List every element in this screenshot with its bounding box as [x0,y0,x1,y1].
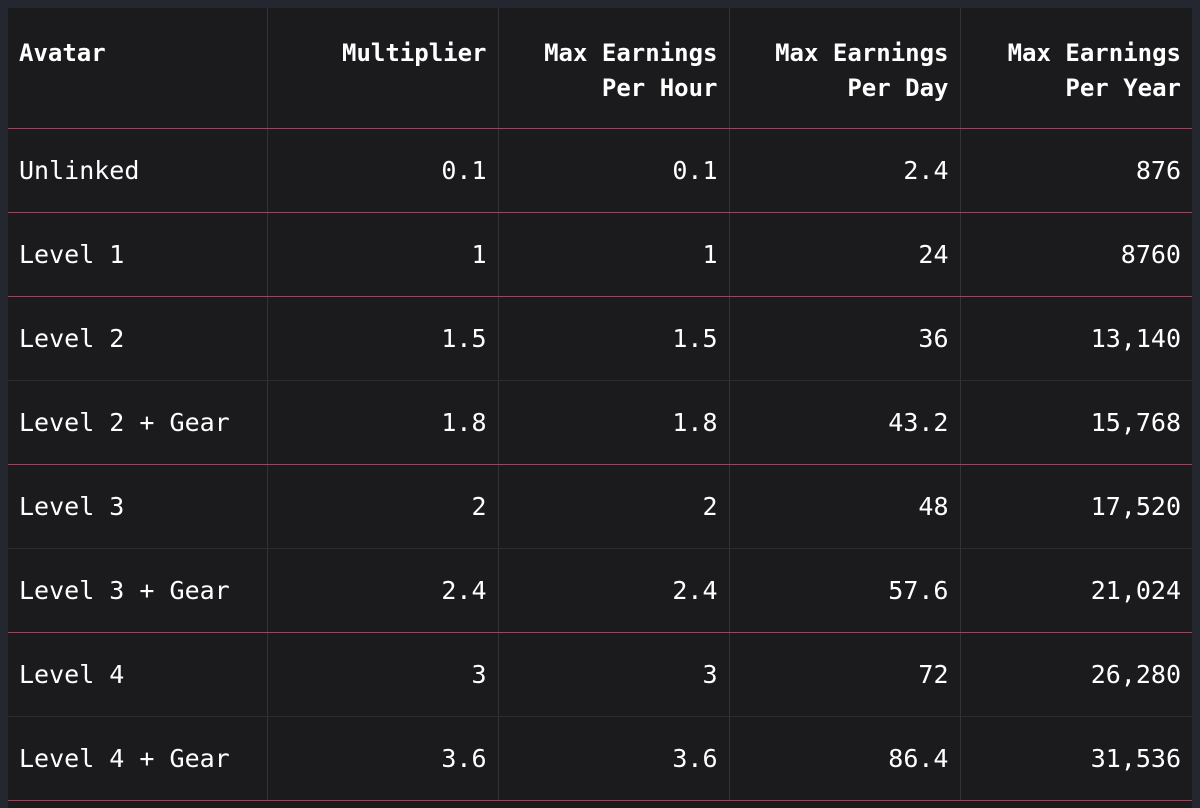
table-row: Level 3 + Gear 2.4 2.4 57.6 21,024 [8,548,1192,633]
table-cell-avatar: Level 1 [8,212,267,297]
column-header-line: Per Day [847,74,949,102]
table-cell-avatar: Level 4 [8,632,267,717]
table-cell-avatar: Level 2 + Gear [8,380,267,465]
earnings-table: Avatar Multiplier Max Earnings Per Hour Max … [8,8,1192,801]
table-cell-per-day: 57.6 [728,548,960,633]
table-cell-multiplier: 1 [266,212,498,297]
column-header-line: Max Earnings [1007,39,1181,67]
column-header-per-year: Max Earnings Per Year [959,8,1192,129]
table-cell-per-year: 21,024 [959,548,1192,633]
earnings-table-frame: Avatar Multiplier Max Earnings Per Hour Max … [8,8,1192,808]
table-row: Level 2 1.5 1.5 36 13,140 [8,296,1192,381]
table-cell-per-hour: 3.6 [497,716,729,801]
column-header-line: Max Earnings [775,39,949,67]
table-cell-avatar: Level 2 [8,296,267,381]
table-cell-per-day: 72 [728,632,960,717]
table-cell-per-hour: 1.8 [497,380,729,465]
table-row: Level 4 3 3 72 26,280 [8,632,1192,717]
table-cell-per-day: 86.4 [728,716,960,801]
table-cell-multiplier: 1.8 [266,380,498,465]
table-cell-avatar: Level 3 + Gear [8,548,267,633]
table-cell-multiplier: 0.1 [266,128,498,213]
table-body: Unlinked 0.1 0.1 2.4 876 Level 1 1 1 24 8760 Level… [8,128,1192,801]
column-header-line: Per Year [1065,74,1181,102]
table-cell-avatar: Level 4 + Gear [8,716,267,801]
table-cell-per-day: 2.4 [728,128,960,213]
column-header-avatar: Avatar [8,8,267,129]
column-header-line: Multiplier [342,39,487,67]
table-cell-multiplier: 3.6 [266,716,498,801]
table-cell-per-hour: 2.4 [497,548,729,633]
column-header-line: Per Hour [601,74,718,102]
table-cell-multiplier: 2 [266,464,498,549]
table-cell-multiplier: 3 [266,632,498,717]
table-cell-per-hour: 1 [497,212,729,297]
column-header-line: Avatar [19,39,106,67]
table-cell-per-day: 36 [728,296,960,381]
table-row: Level 4 + Gear 3.6 3.6 86.4 31,536 [8,716,1192,801]
table-row: Level 2 + Gear 1.8 1.8 43.2 15,768 [8,380,1192,465]
table-cell-per-day: 43.2 [728,380,960,465]
table-row: Unlinked 0.1 0.1 2.4 876 [8,128,1192,213]
table-row: Level 3 2 2 48 17,520 [8,464,1192,549]
table-cell-per-year: 31,536 [959,716,1192,801]
table-cell-multiplier: 1.5 [266,296,498,381]
table-cell-per-hour: 0.1 [497,128,729,213]
table-cell-per-hour: 2 [497,464,729,549]
column-header-per-day: Max Earnings Per Day [728,8,960,129]
table-cell-avatar: Level 3 [8,464,267,549]
column-header-per-hour: Max Earnings Per Hour [497,8,729,129]
table-cell-per-year: 876 [959,128,1192,213]
table-cell-per-hour: 3 [497,632,729,717]
column-header-multiplier: Multiplier [266,8,498,129]
header-row: Avatar Multiplier Max Earnings Per Hour Max … [8,8,1192,129]
table-cell-multiplier: 2.4 [266,548,498,633]
table-cell-per-year: 26,280 [959,632,1192,717]
table-cell-per-year: 13,140 [959,296,1192,381]
table-cell-avatar: Unlinked [8,128,267,213]
table-cell-per-day: 48 [728,464,960,549]
table-header: Avatar Multiplier Max Earnings Per Hour Max … [8,8,1192,129]
table-cell-per-year: 8760 [959,212,1192,297]
table-cell-per-year: 17,520 [959,464,1192,549]
table-cell-per-year: 15,768 [959,380,1192,465]
column-header-line: Max Earnings [544,39,718,67]
table-cell-per-hour: 1.5 [497,296,729,381]
table-cell-per-day: 24 [728,212,960,297]
table-row: Level 1 1 1 24 8760 [8,212,1192,297]
